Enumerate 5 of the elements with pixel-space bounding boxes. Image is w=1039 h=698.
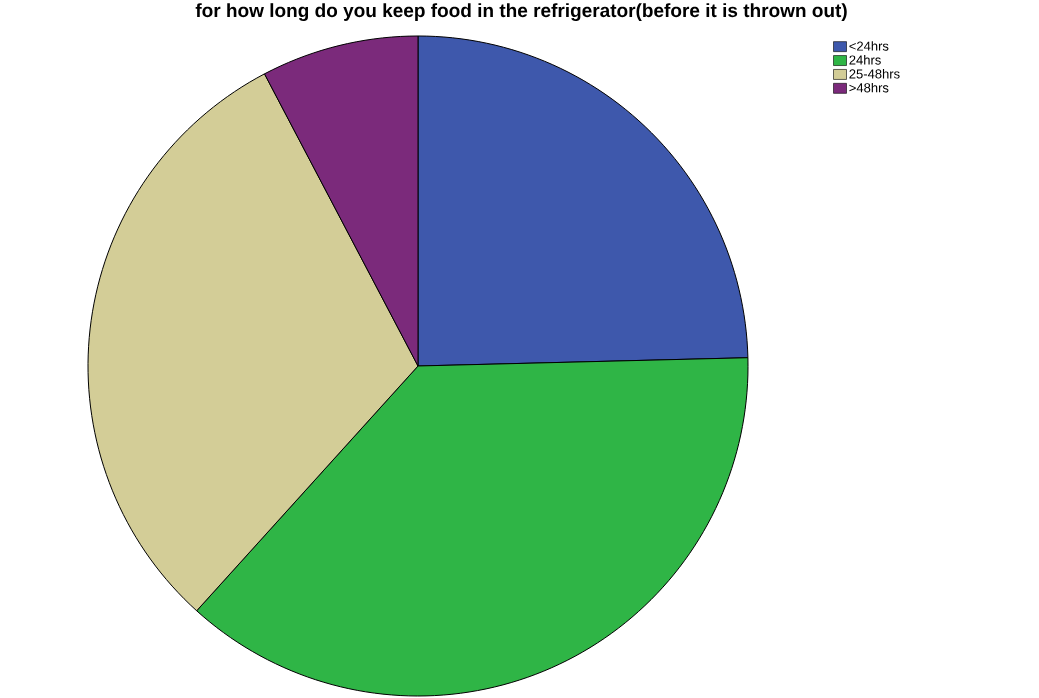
legend-label: <24hrs bbox=[849, 41, 889, 51]
legend-label: >48hrs bbox=[849, 82, 889, 93]
chart-title: for how long do you keep food in the refrigerator(before it is thrown out) bbox=[195, 3, 847, 21]
legend-label: 24hrs bbox=[849, 55, 881, 65]
legend-label: 25-48hrs bbox=[849, 68, 900, 79]
